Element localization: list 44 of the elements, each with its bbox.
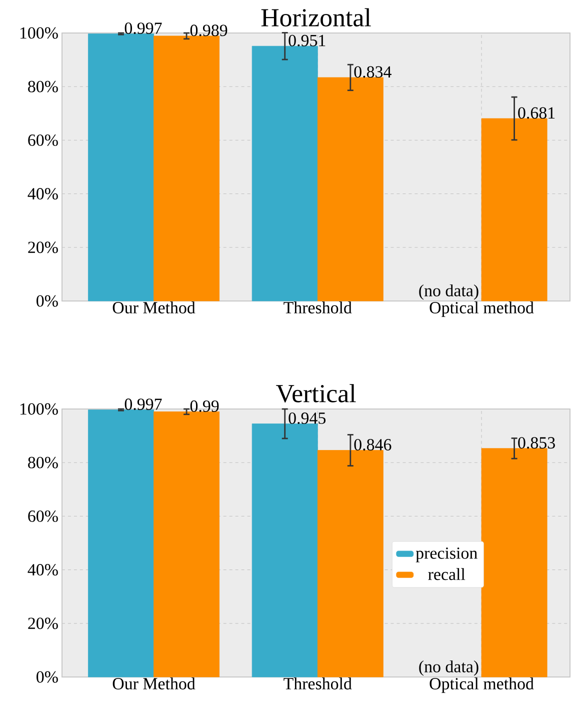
x-tick-label: Optical method <box>430 678 534 693</box>
bar <box>317 450 384 678</box>
bar <box>154 411 220 678</box>
legend-label: recall <box>428 568 466 580</box>
data-label: 0.945 <box>288 412 326 424</box>
x-tick-label: Optical method <box>430 302 534 317</box>
y-tick-label: 60% <box>28 510 58 522</box>
data-label: 0.834 <box>354 66 392 78</box>
y-tick-label: 100% <box>20 27 58 39</box>
x-tick-label: Our Method <box>112 302 196 314</box>
y-tick-label: 0% <box>36 671 58 683</box>
y-tick-label: 60% <box>28 134 58 146</box>
data-label: 0.989 <box>190 24 228 36</box>
legend-label: precision <box>416 547 478 562</box>
y-tick-label: 20% <box>28 618 58 630</box>
x-tick-label: Threshold <box>284 302 352 314</box>
x-tick-label: Threshold <box>284 678 352 690</box>
data-label: 0.681 <box>518 107 555 119</box>
bar <box>252 46 318 302</box>
bar <box>481 448 548 678</box>
data-label: 0.951 <box>288 34 326 46</box>
y-tick-label: 80% <box>28 456 58 468</box>
bar <box>154 36 220 302</box>
y-tick-label: 100% <box>20 403 58 415</box>
x-tick-label: Our Method <box>112 678 196 690</box>
annotation: (no data) <box>419 284 478 300</box>
bar <box>317 77 384 302</box>
y-tick-label: 40% <box>28 564 58 576</box>
bar <box>88 34 154 302</box>
bar <box>252 424 318 678</box>
chart-title: Horizontal <box>261 8 371 26</box>
data-label: 0.853 <box>518 437 555 449</box>
data-label: 0.997 <box>124 22 162 34</box>
chart-title: Vertical <box>276 384 356 402</box>
data-label: 0.99 <box>190 400 219 412</box>
data-label: 0.846 <box>354 439 392 451</box>
y-tick-label: 0% <box>36 295 58 307</box>
bar <box>481 118 548 302</box>
data-label: 0.997 <box>124 398 162 410</box>
y-tick-label: 40% <box>28 188 58 200</box>
y-tick-label: 80% <box>28 80 58 92</box>
y-tick-label: 20% <box>28 242 58 254</box>
bar <box>88 410 154 678</box>
annotation: (no data) <box>419 660 478 676</box>
